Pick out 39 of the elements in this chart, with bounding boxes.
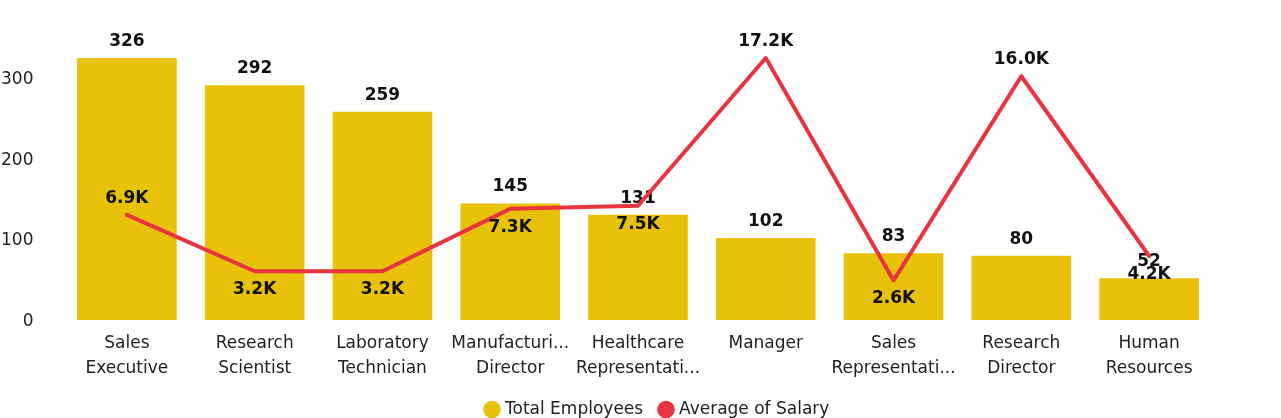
data-label: 3.2K — [233, 278, 278, 299]
x-tick-label: Sales Representati... — [831, 331, 956, 377]
x-tick-label: Healthcare Representati... — [575, 331, 701, 377]
bar — [77, 58, 177, 320]
legend-label: Average of Salary — [679, 398, 830, 418]
bar — [460, 203, 561, 320]
data-label: 2.6K — [871, 287, 917, 308]
data-label: 145 — [492, 175, 528, 196]
data-label: 3.2K — [360, 278, 405, 299]
y-tick-label: 300 — [1, 68, 34, 89]
x-tick-label: Research Scientist — [215, 331, 294, 377]
data-label: 7.5K — [616, 212, 661, 233]
x-tick-label: Manufacturi... Director — [451, 331, 570, 377]
bar — [971, 255, 1072, 320]
data-label: 7.3K — [488, 215, 533, 236]
data-label: 16.0K — [993, 48, 1050, 69]
bar — [588, 214, 688, 320]
x-tick-label: Research Director — [982, 331, 1061, 377]
data-label: 80 — [1009, 227, 1034, 248]
y-tick-label: 200 — [1, 148, 34, 169]
x-tick-label: Human Resources — [1105, 331, 1193, 377]
data-label: 102 — [748, 210, 784, 231]
bar — [715, 238, 816, 320]
data-label: 259 — [364, 83, 401, 104]
data-label: 83 — [881, 225, 906, 246]
bar — [332, 111, 433, 320]
legend-label: Total Employees — [504, 398, 644, 418]
x-tick-label: Sales Executive — [85, 331, 169, 377]
data-label: 292 — [236, 57, 273, 78]
x-tick-label: Laboratory Technician — [336, 331, 429, 377]
data-label: 6.9K — [105, 186, 150, 207]
y-tick-label: 0 — [22, 309, 34, 330]
x-tick-label: Manager — [728, 331, 804, 352]
bar — [1099, 278, 1199, 320]
bar — [204, 85, 305, 320]
bar — [843, 253, 944, 320]
data-label: 17.2K — [738, 30, 795, 50]
data-label: 326 — [109, 30, 145, 50]
y-tick-label: 100 — [1, 229, 34, 250]
